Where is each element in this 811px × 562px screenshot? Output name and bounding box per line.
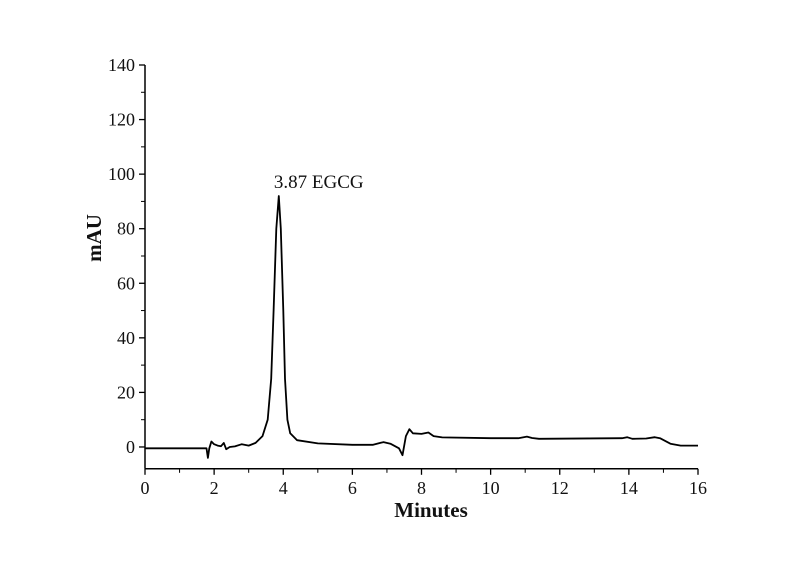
y-tick-label: 20 [117,382,135,402]
y-axis-title: mAU [82,214,106,262]
chromatogram-line [145,195,698,459]
y-tick-label: 120 [108,110,135,130]
x-tick-label: 14 [620,478,638,498]
x-tick-label: 6 [348,478,357,498]
x-axis-title: Minutes [394,498,468,522]
y-tick-label: 80 [117,219,135,239]
y-tick-label: 60 [117,273,135,293]
y-tick-label: 0 [126,437,135,457]
x-tick-label: 2 [210,478,219,498]
x-tick-label: 12 [551,478,569,498]
y-tick-label: 100 [108,164,135,184]
x-tick-label: 16 [689,478,707,498]
peak-annotation: 3.87 EGCG [274,172,364,193]
x-tick-label: 4 [279,478,288,498]
y-tick-label: 40 [117,328,135,348]
axes: 0 2 4 6 8 10 12 14 16 0 20 40 60 80 100 120 140 [108,55,707,498]
x-tick-label: 10 [482,478,500,498]
x-tick-label: 8 [417,478,426,498]
y-tick-label: 140 [108,55,135,75]
x-tick-label: 0 [141,478,150,498]
